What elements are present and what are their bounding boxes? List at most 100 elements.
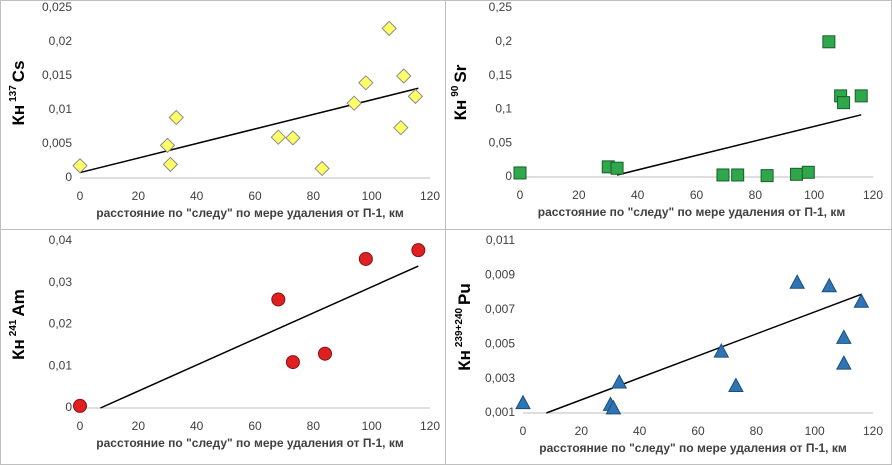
y-label-sup: 239+240: [454, 308, 465, 348]
x-tick-label: 0: [520, 424, 527, 438]
x-tick-label: 0: [77, 419, 84, 433]
x-tick-label: 0: [517, 188, 524, 202]
x-tick-label: 60: [690, 188, 704, 202]
x-tick-label: 40: [190, 419, 204, 433]
y-tick-label: 0: [505, 169, 512, 183]
point: [821, 277, 838, 293]
x-axis-label: расстояние по "следу" по мере удаления о…: [96, 206, 404, 220]
y-tick-label: 0,25: [489, 0, 513, 14]
point: [731, 168, 745, 182]
y-tick-label: 0,02: [49, 34, 73, 48]
x-axis-label: расстояние по "следу" по мере удаления о…: [539, 441, 847, 455]
y-tick-label: 0,2: [495, 34, 512, 48]
y-axis-label: Кн 90 Sr: [450, 64, 471, 120]
y-tick-label: 0,011: [486, 233, 515, 247]
x-tick-label: 100: [362, 419, 382, 433]
x-axis-label: расстояние по "следу" по мере удаления о…: [538, 205, 846, 219]
y-tick-label: 0,01: [49, 102, 73, 116]
point: [716, 168, 730, 182]
point: [789, 274, 806, 289]
x-tick-label: 100: [805, 424, 825, 438]
point: [393, 119, 409, 136]
y-axis-label: Кн 241 Am: [8, 289, 29, 360]
x-tick-label: 80: [307, 189, 321, 203]
y-tick-label: 0,1: [495, 102, 512, 116]
y-tick-label: 0,15: [489, 68, 513, 82]
y-tick-label: 0,03: [49, 275, 73, 289]
point: [411, 243, 426, 258]
y-label-element: Am: [9, 289, 28, 316]
y-label-base: Кн: [9, 105, 28, 126]
y-tick-label: 0,025: [42, 0, 72, 14]
x-tick-label: 80: [749, 188, 763, 202]
y-tick-label: 0,02: [49, 317, 73, 331]
point: [358, 251, 373, 266]
y-tick-label: 0,01: [49, 358, 73, 372]
point: [285, 130, 301, 146]
x-tick-label: 40: [631, 188, 645, 202]
y-tick-label: 0,05: [489, 135, 513, 149]
point: [513, 166, 527, 180]
point: [396, 68, 412, 84]
panel: 0 0,05 0,1 0,15 0,2 0,25 0 20 40 60 80 100 120 рассто…: [450, 0, 884, 219]
y-label-base: Кн: [455, 350, 474, 371]
point: [835, 355, 852, 370]
panel: 0,001 0,003 0,005 0,007 0,009 0,011 0 20 40 60 80 1…: [454, 233, 884, 455]
point: [822, 35, 836, 49]
point: [728, 377, 744, 392]
point: [358, 75, 374, 91]
point: [854, 89, 868, 103]
y-tick-label: 0,001: [485, 405, 515, 419]
y-tick-label: 0: [65, 400, 72, 414]
y-label-sup: 137: [8, 85, 19, 102]
y-axis-label: Кн 239+240 Pu: [454, 283, 475, 371]
x-tick-label: 60: [691, 424, 705, 438]
point: [407, 88, 424, 105]
point: [168, 109, 184, 126]
x-tick-label: 120: [863, 188, 883, 202]
point: [73, 398, 87, 413]
x-tick-label: 80: [307, 419, 321, 433]
y-label-base: Кн: [9, 339, 28, 360]
x-tick-label: 100: [362, 189, 382, 203]
x-tick-label: 0: [77, 189, 84, 203]
y-label-base: Кн: [451, 100, 470, 121]
trend-line: [546, 293, 862, 414]
y-tick-label: 0,007: [485, 302, 515, 316]
point: [853, 293, 870, 308]
x-tick-label: 120: [420, 189, 440, 203]
y-axis-label: Кн 137 Cs: [8, 60, 29, 125]
point: [611, 373, 628, 389]
x-tick-label: 20: [575, 424, 589, 438]
y-label-element: Pu: [455, 283, 474, 305]
y-tick-label: 0,005: [485, 336, 515, 350]
point: [318, 346, 332, 361]
x-tick-label: 20: [132, 419, 146, 433]
x-tick-label: 20: [132, 189, 146, 203]
point: [381, 20, 397, 37]
x-tick-label: 100: [804, 188, 824, 202]
point: [790, 167, 804, 181]
panel: 0 0,005 0,01 0,015 0,02 0,025 0 20 40 60 80 100 120 р…: [8, 0, 441, 220]
point: [760, 169, 774, 183]
point: [837, 96, 851, 110]
x-tick-label: 120: [863, 424, 883, 438]
x-tick-label: 40: [633, 424, 647, 438]
point: [515, 394, 531, 410]
y-tick-label: 0,005: [42, 136, 72, 150]
point: [835, 329, 852, 344]
point: [270, 129, 287, 145]
point: [801, 165, 815, 179]
point: [72, 158, 88, 174]
trend-line: [616, 114, 862, 176]
x-tick-label: 120: [420, 419, 440, 433]
y-label-element: Cs: [9, 60, 28, 82]
y-label-sup: 90: [450, 85, 461, 97]
point: [610, 161, 624, 175]
point: [713, 343, 730, 358]
y-tick-label: 0,04: [49, 233, 73, 247]
x-axis-label: расстояние по "следу" по мере удаления о…: [96, 436, 404, 450]
point: [314, 160, 330, 177]
y-label-element: Sr: [451, 64, 470, 82]
